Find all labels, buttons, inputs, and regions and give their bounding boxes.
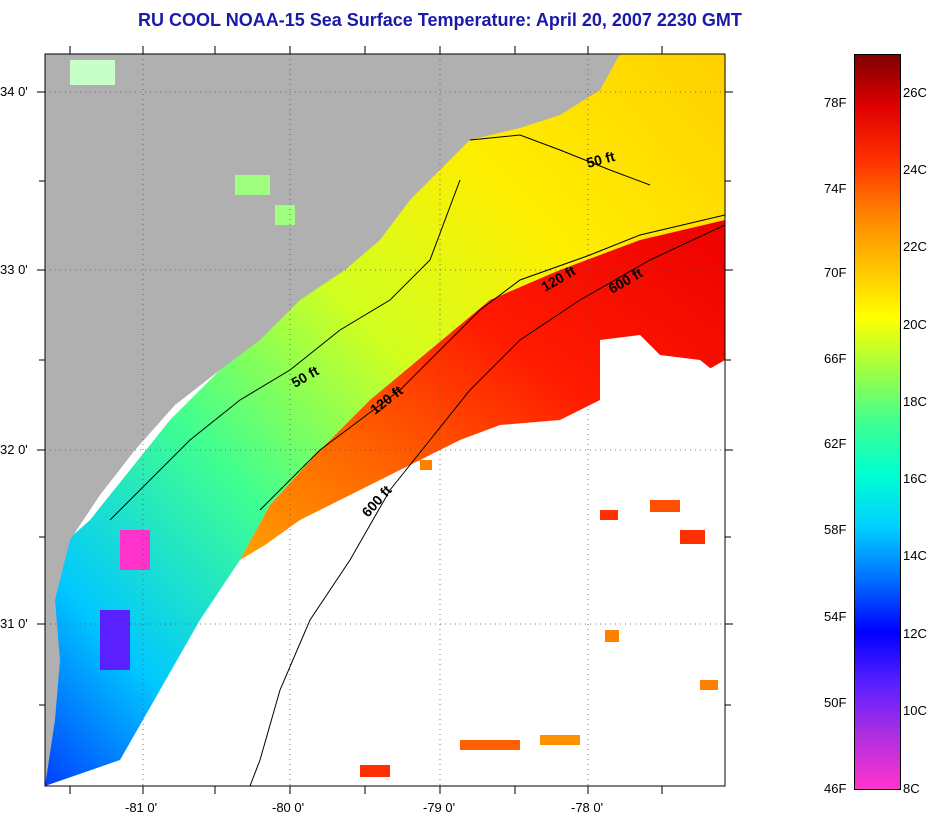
lat-label-32: 32 0' (0, 442, 28, 457)
frame-ticks (37, 46, 733, 794)
cb-label-16c: 16C (903, 471, 927, 486)
gulf-stream (240, 220, 725, 560)
cb-label-50f: 50F (824, 695, 847, 710)
cb-label-14c: 14C (903, 548, 927, 563)
lon-label-80: -80 0' (272, 800, 305, 815)
grid-lines (45, 54, 725, 786)
lat-label-31: 31 0' (0, 616, 28, 631)
cb-label-20c: 20C (903, 317, 927, 332)
contour-120ft (259, 214, 725, 511)
cb-label-58f: 58F (824, 522, 847, 537)
cb-label-8c: 8C (903, 781, 920, 796)
lon-label-79: -79 0' (423, 800, 456, 815)
cloud-mask (590, 335, 725, 540)
cb-label-12c: 12C (903, 626, 927, 641)
cb-label-54f: 54F (824, 609, 847, 624)
cb-label-10c: 10C (903, 703, 927, 718)
cb-label-24c: 24C (903, 162, 927, 177)
cb-label-22c: 22C (903, 239, 927, 254)
colorbar (854, 54, 901, 790)
contour-600ft (249, 224, 725, 786)
contour-50ft (109, 134, 651, 521)
lat-label-33: 33 0' (0, 262, 28, 277)
map-frame (44, 53, 726, 787)
chart-title: RU COOL NOAA-15 Sea Surface Temperature:… (138, 10, 742, 30)
cb-label-18c: 18C (903, 394, 927, 409)
contour-label-50ft-north: 50 ft (585, 148, 617, 171)
cb-label-66f: 66F (824, 351, 847, 366)
cb-label-74f: 74F (824, 181, 847, 196)
cb-label-26c: 26C (903, 85, 927, 100)
lon-label-81: -81 0' (125, 800, 158, 815)
lat-label-34: 34 0' (0, 84, 28, 99)
cb-label-46f: 46F (824, 781, 847, 796)
cb-label-62f: 62F (824, 436, 847, 451)
cb-label-70f: 70F (824, 265, 847, 280)
cb-label-78f: 78F (824, 95, 847, 110)
land (45, 54, 620, 786)
lon-label-78: -78 0' (571, 800, 604, 815)
coastal-water (45, 54, 725, 786)
